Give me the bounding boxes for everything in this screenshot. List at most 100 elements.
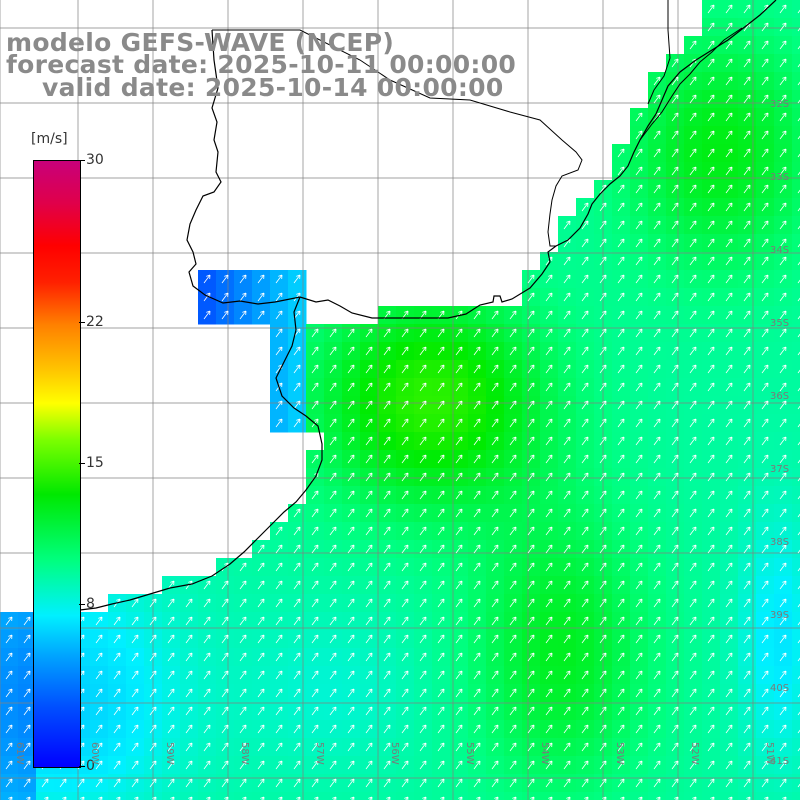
wind-arrow [239,760,247,770]
wind-arrow [509,598,517,608]
wind-arrow [653,364,661,374]
wind-arrow [635,238,643,248]
latitude-label: 38S [770,537,790,548]
latitude-label: 32S [770,99,790,110]
wind-arrow [707,364,715,374]
wind-arrow [293,544,301,554]
wind-arrow [527,454,535,464]
wind-arrow [581,778,589,788]
wind-arrow [473,778,481,788]
latitude-label: 33S [770,172,790,183]
wind-arrow [779,562,787,572]
wind-arrow [437,580,445,590]
wind-arrow [581,544,589,554]
wind-arrow [743,220,751,230]
wind-arrow [797,387,800,392]
wind-arrow [455,508,463,518]
wind-arrow [383,328,391,338]
wind-arrow [635,562,643,572]
wind-arrow [437,670,445,680]
wind-arrow [329,742,337,752]
wind-arrow [23,688,31,698]
wind-arrow [635,166,643,176]
wind-arrow [347,634,355,644]
wind-arrow [545,742,553,752]
wind-arrow [77,778,85,788]
wind-arrow [365,544,373,554]
wind-arrow [797,135,800,140]
wind-speed-cell [612,792,631,800]
wind-arrow [491,508,499,518]
wind-arrow [689,508,697,518]
wind-arrow [725,76,733,86]
wind-arrow [203,742,211,752]
wind-arrow [473,400,481,410]
wind-arrow [221,688,229,698]
wind-speed-cell [792,648,800,667]
wind-arrow [239,580,247,590]
wind-arrow [581,580,589,590]
wind-arrow [509,418,517,428]
wind-arrow [347,346,355,356]
wind-arrow [779,760,787,770]
wind-arrow [617,292,625,302]
wind-arrow [437,652,445,662]
wind-arrow [671,346,679,356]
wind-arrow [707,22,715,32]
wind-arrow [617,256,625,266]
wind-arrow [95,742,103,752]
wind-arrow [167,724,175,734]
wind-arrow [779,184,787,194]
wind-arrow [653,544,661,554]
wind-arrow [743,634,751,644]
wind-arrow [545,292,553,302]
wind-arrow [653,562,661,572]
wind-arrow [581,490,589,500]
wind-arrow [131,778,139,788]
wind-arrow [653,76,661,86]
coastline-north [647,0,671,105]
wind-arrow [329,760,337,770]
wind-arrow [635,742,643,752]
wind-arrow [383,508,391,518]
laguna-dos-patos-shore [639,27,743,141]
wind-arrow [476,796,481,800]
wind-arrow [509,436,517,446]
wind-arrow [458,796,463,800]
wind-arrow [167,778,175,788]
wind-arrow [635,112,643,122]
wind-arrow [167,598,175,608]
wind-arrow [689,652,697,662]
wind-arrow [401,652,409,662]
wind-arrow [419,706,427,716]
wind-arrow [527,724,535,734]
wind-arrow [293,274,301,284]
longitude-label: 53W [614,742,625,765]
wind-arrow [365,760,373,770]
wind-arrow [347,562,355,572]
wind-arrow [689,490,697,500]
wind-arrow [689,382,697,392]
wind-arrow [707,130,715,140]
wind-arrow [707,418,715,428]
wind-arrow [653,202,661,212]
wind-arrow [725,112,733,122]
wind-arrow [329,544,337,554]
wind-arrow [545,544,553,554]
wind-arrow [491,634,499,644]
wind-arrow [23,742,31,752]
wind-arrow [347,490,355,500]
wind-arrow [779,436,787,446]
wind-speed-cell [360,792,379,800]
wind-arrow [293,346,301,356]
wind-arrow [692,796,697,800]
wind-arrow [779,76,787,86]
colorbar-tick-mark [79,604,85,606]
wind-arrow [257,274,265,284]
wind-arrow [296,796,301,800]
wind-arrow [437,760,445,770]
wind-arrow [455,634,463,644]
wind-arrow [581,274,589,284]
wind-arrow [401,526,409,536]
